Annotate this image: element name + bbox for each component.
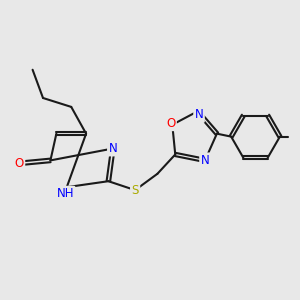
Text: S: S — [131, 184, 139, 196]
Text: N: N — [195, 108, 203, 122]
Text: O: O — [166, 117, 176, 130]
Text: NH: NH — [56, 187, 74, 200]
Text: N: N — [109, 142, 117, 155]
Text: N: N — [201, 154, 209, 167]
Text: O: O — [15, 157, 24, 170]
